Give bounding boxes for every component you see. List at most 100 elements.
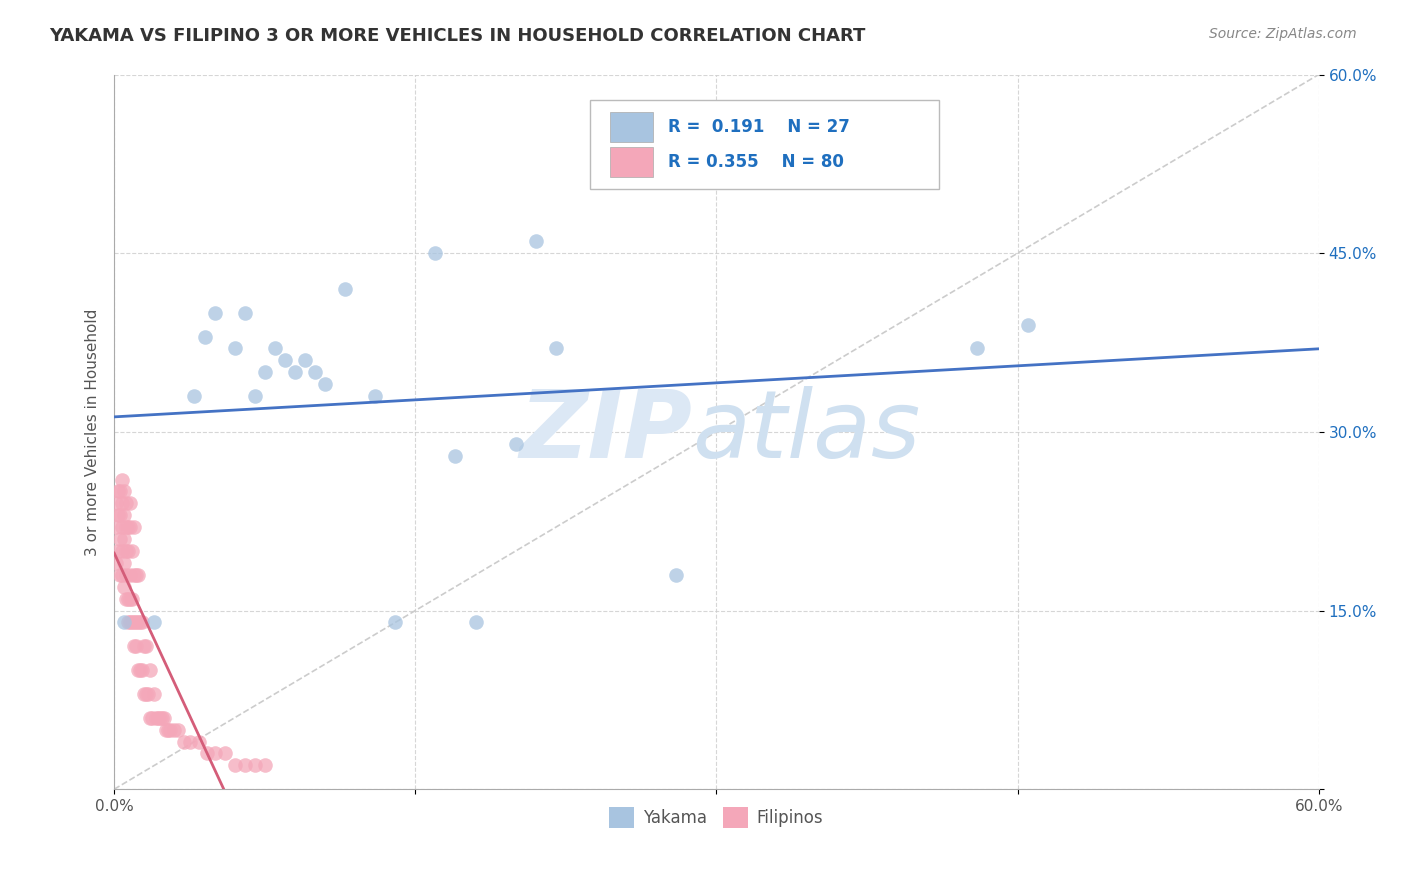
Point [112,484,135,499]
Point [464,615,486,630]
Point [134,640,156,654]
Point [173,734,195,748]
Point [314,377,336,392]
Point [122,520,145,534]
Point [127,567,149,582]
Point [143,687,166,701]
Point [143,615,166,630]
FancyBboxPatch shape [610,146,652,177]
Point [284,365,307,379]
Text: R =  0.191    N = 27: R = 0.191 N = 27 [668,119,851,136]
Point [294,353,316,368]
Point [333,282,356,296]
Point [131,663,153,677]
Point [148,711,170,725]
Point [163,723,186,737]
Point [129,663,152,677]
Point [108,532,131,546]
Point [115,496,138,510]
Point [153,711,176,725]
Point [111,520,134,534]
Point [117,591,139,606]
Point [120,496,142,510]
Text: ZIP: ZIP [519,386,692,478]
Point [107,508,129,523]
Point [179,734,201,748]
Point [243,758,266,772]
Point [224,758,246,772]
Point [141,711,163,725]
Point [120,615,142,630]
Point [131,615,153,630]
Point [150,711,173,725]
Point [233,758,256,772]
Point [195,747,218,761]
Point [159,723,181,737]
Text: Source: ZipAtlas.com: Source: ZipAtlas.com [1209,27,1357,41]
Point [112,580,135,594]
Point [364,389,387,403]
Point [107,484,129,499]
Point [108,484,131,499]
Point [122,615,145,630]
Point [127,663,149,677]
Point [115,544,138,558]
Text: atlas: atlas [692,386,921,477]
Point [111,544,134,558]
Legend: Yakama, Filipinos: Yakama, Filipinos [603,801,830,835]
Point [243,389,266,403]
Point [139,663,162,677]
Point [117,520,139,534]
Point [122,640,145,654]
Point [224,342,246,356]
Point [444,449,467,463]
Point [120,591,142,606]
Point [105,520,128,534]
Point [274,353,297,368]
Point [304,365,326,379]
Point [214,747,236,761]
Point [111,473,134,487]
Point [112,532,135,546]
Point [120,520,142,534]
Point [112,615,135,630]
Point [135,640,157,654]
Point [524,234,547,248]
Point [115,520,138,534]
Point [105,556,128,570]
Point [135,687,157,701]
Point [253,365,276,379]
Point [115,567,138,582]
Point [115,591,138,606]
Point [167,723,190,737]
Text: YAKAMA VS FILIPINO 3 OR MORE VEHICLES IN HOUSEHOLD CORRELATION CHART: YAKAMA VS FILIPINO 3 OR MORE VEHICLES IN… [49,27,866,45]
Point [966,342,988,356]
Point [139,711,162,725]
Point [121,544,143,558]
Point [129,615,152,630]
Point [425,246,447,260]
FancyBboxPatch shape [591,100,939,189]
Point [233,306,256,320]
Point [155,723,177,737]
Point [544,342,567,356]
Point [157,723,180,737]
Point [183,389,205,403]
Point [125,567,148,582]
Point [121,615,143,630]
Point [108,567,131,582]
Point [1017,318,1039,332]
Point [127,615,149,630]
Point [121,591,143,606]
Y-axis label: 3 or more Vehicles in Household: 3 or more Vehicles in Household [86,308,100,556]
Point [125,640,148,654]
Point [111,567,134,582]
Point [665,567,688,582]
Point [112,508,135,523]
Point [111,496,134,510]
Point [108,508,131,523]
Point [117,615,139,630]
Text: R = 0.355    N = 80: R = 0.355 N = 80 [668,153,844,170]
Point [263,342,285,356]
Point [204,306,226,320]
